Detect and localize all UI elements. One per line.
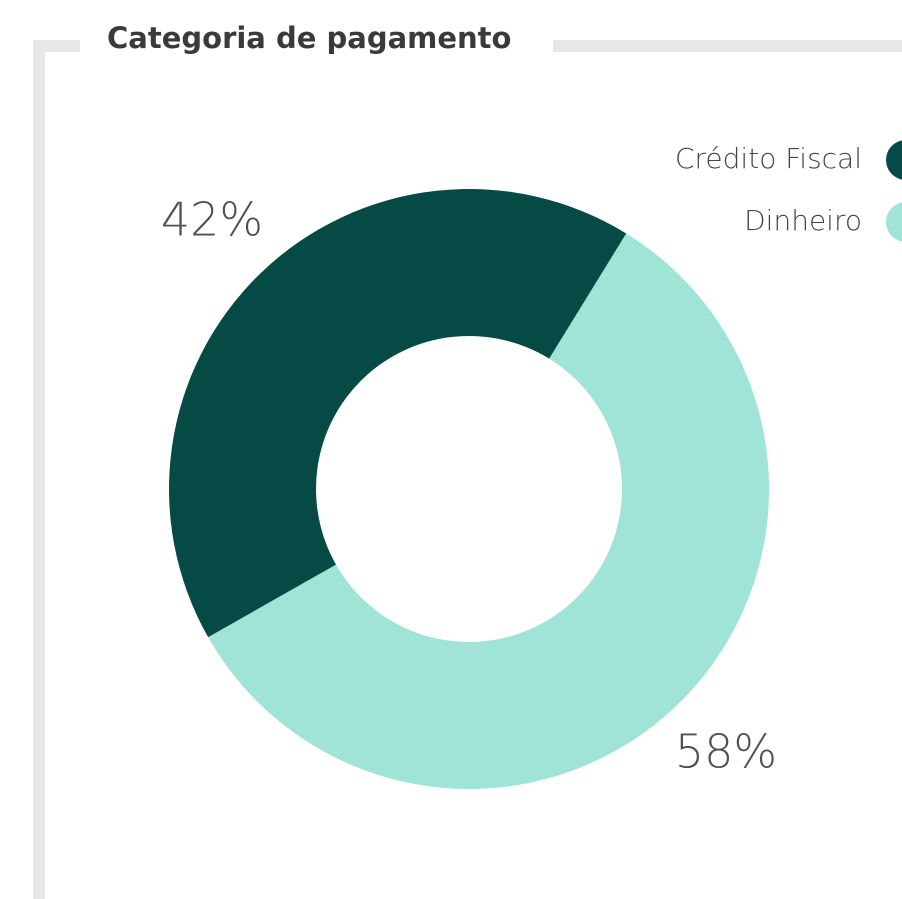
- legend-label: Crédito Fiscal: [675, 142, 862, 175]
- slice: [208, 233, 770, 789]
- value-label: 58%: [675, 725, 777, 779]
- frame-top-left: [33, 40, 80, 52]
- legend-swatch: [886, 202, 902, 242]
- legend-swatch: [886, 140, 902, 180]
- frame-left: [33, 40, 45, 899]
- frame-top-right: [553, 40, 902, 52]
- value-label: 42%: [161, 192, 263, 246]
- chart-title: Categoria de pagamento: [107, 21, 511, 55]
- legend-label: Dinheiro: [744, 204, 862, 237]
- slice: [168, 188, 627, 638]
